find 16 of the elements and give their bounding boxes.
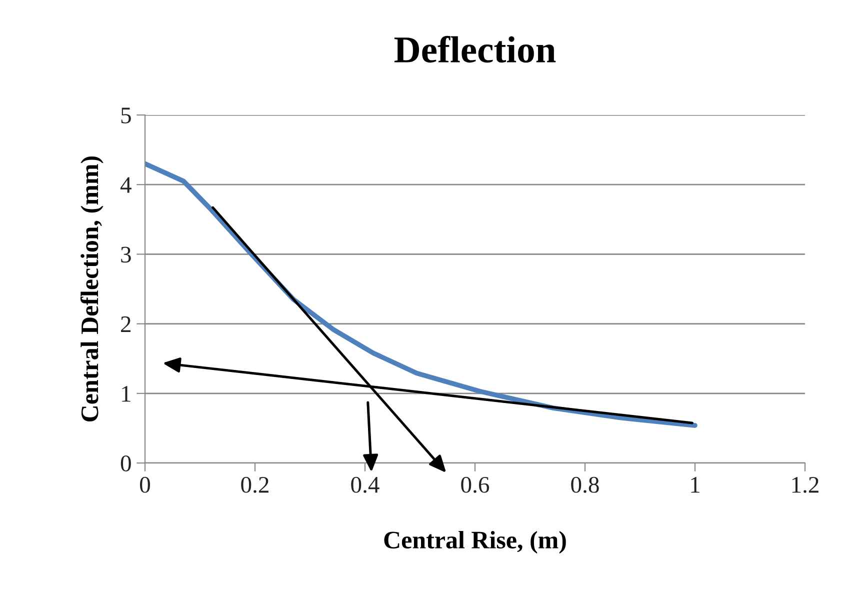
chart-title: Deflection bbox=[394, 36, 556, 63]
x-tick-label: 1.2 bbox=[792, 476, 818, 493]
y-tick-label: 1 bbox=[122, 386, 130, 402]
x-tick-label: 0.2 bbox=[241, 476, 268, 493]
y-tick-label: 4 bbox=[120, 177, 132, 193]
x-tick-label: 1 bbox=[691, 476, 700, 493]
x-tick-label: 0.8 bbox=[571, 476, 599, 493]
x-tick-label: 0.6 bbox=[461, 476, 490, 493]
x-axis-title: Central Rise, (m) bbox=[384, 530, 566, 554]
y-tick-label: 2 bbox=[121, 316, 131, 332]
y-tick-label: 5 bbox=[121, 108, 131, 124]
y-tick-label: 0 bbox=[120, 455, 131, 472]
x-tick-label: 0 bbox=[140, 476, 150, 493]
y-tick-label: 3 bbox=[121, 246, 131, 263]
x-tick-label: 0.4 bbox=[351, 476, 380, 493]
y-axis-title: Central Deflection, (mm) bbox=[80, 156, 104, 422]
